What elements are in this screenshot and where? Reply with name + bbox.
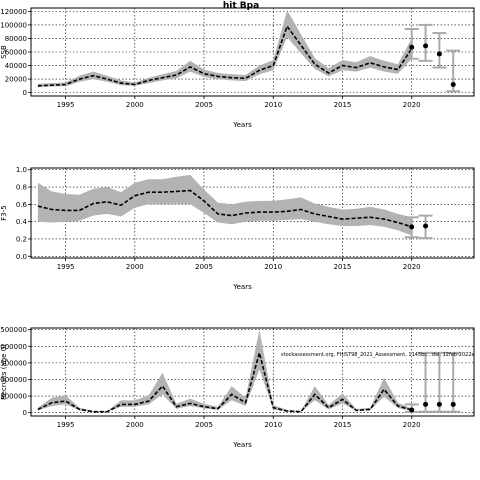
x-tick-label: 2000 (126, 421, 144, 429)
confidence-band (37, 329, 412, 412)
projection-point (436, 401, 442, 407)
y-tick-label: 120000 (0, 8, 27, 16)
estimate-line (37, 349, 412, 413)
y-tick-label: 60000 (5, 49, 27, 57)
y-tick-label: 2000000 (0, 343, 27, 351)
plot-frame (30, 327, 475, 417)
projection-point (423, 401, 429, 407)
recruitment-panel: 1995 2000 2005 2010 2015 2020 0 500000 1000000 15… (0, 326, 475, 449)
y-axis-label: Recruits (age 0) (0, 344, 8, 400)
x-tick-label: 2005 (195, 421, 213, 429)
projection-point (423, 223, 429, 229)
x-tick-label: 2015 (334, 263, 352, 271)
projection-point (423, 43, 429, 49)
x-tick-label: 2020 (403, 421, 421, 429)
projection-point (436, 51, 442, 57)
x-tick-label: 2010 (264, 421, 282, 429)
chart-title: hit Bpa (223, 1, 259, 11)
x-tick-label: 2015 (334, 101, 352, 109)
projection-point (409, 44, 415, 50)
x-axis-label: Years (232, 441, 252, 449)
y-tick-label: 0.0 (16, 253, 27, 261)
y-tick-label: 2500000 (0, 326, 27, 334)
y-tick-label: 20000 (5, 76, 27, 84)
y-tick-label: 0.4 (16, 218, 28, 226)
x-tick-label: 1995 (57, 263, 75, 271)
confidence-band (37, 10, 412, 88)
assessment-annotation: stockassessment.org, FHIST98_2021_Assess… (281, 352, 475, 358)
projection-point (409, 224, 415, 230)
fishing-mortality-panel: 1995 2000 2005 2010 2015 2020 0.0 0.2 0.4 0.6 0.8 1… (0, 166, 475, 291)
y-tick-label: 0 (23, 89, 27, 97)
x-axis-label: Years (232, 283, 252, 291)
y-tick-label: 500000 (0, 393, 27, 401)
y-tick-label: 1500000 (0, 359, 27, 367)
x-tick-label: 2010 (264, 101, 282, 109)
x-tick-label: 2010 (264, 263, 282, 271)
y-axis-label: F3-5 (0, 205, 8, 220)
y-tick-label: 100000 (0, 21, 27, 29)
estimate-line (37, 24, 413, 87)
x-tick-label: 2005 (195, 263, 213, 271)
y-tick-label: 80000 (5, 35, 27, 43)
y-axis-label: SSB (0, 45, 8, 59)
y-tick-label: 0 (23, 409, 27, 417)
y-tick-label: 0.8 (16, 184, 27, 192)
ssb-panel: 1995 2000 2005 2010 2015 2020 0 20000 40000 60000… (0, 7, 475, 129)
projection-point (409, 407, 415, 413)
x-tick-label: 2020 (403, 263, 421, 271)
x-tick-label: 1995 (57, 421, 75, 429)
plot-frame (30, 167, 475, 259)
y-tick-label: 40000 (5, 62, 27, 70)
y-tick-label: 0.6 (16, 201, 28, 209)
x-tick-label: 2005 (195, 101, 213, 109)
y-tick-label: 1000000 (0, 376, 27, 384)
projection-point (450, 401, 456, 407)
y-tick-label: 1.0 (16, 166, 27, 174)
confidence-band (37, 174, 412, 236)
estimate-line (37, 189, 412, 228)
x-tick-label: 1995 (57, 101, 75, 109)
x-tick-label: 2015 (334, 421, 352, 429)
x-tick-label: 2000 (126, 101, 144, 109)
y-tick-label: 0.2 (16, 235, 27, 243)
x-axis-label: Years (232, 121, 252, 129)
x-tick-label: 2000 (126, 263, 144, 271)
x-tick-label: 2020 (403, 101, 421, 109)
projection-point (450, 81, 456, 87)
